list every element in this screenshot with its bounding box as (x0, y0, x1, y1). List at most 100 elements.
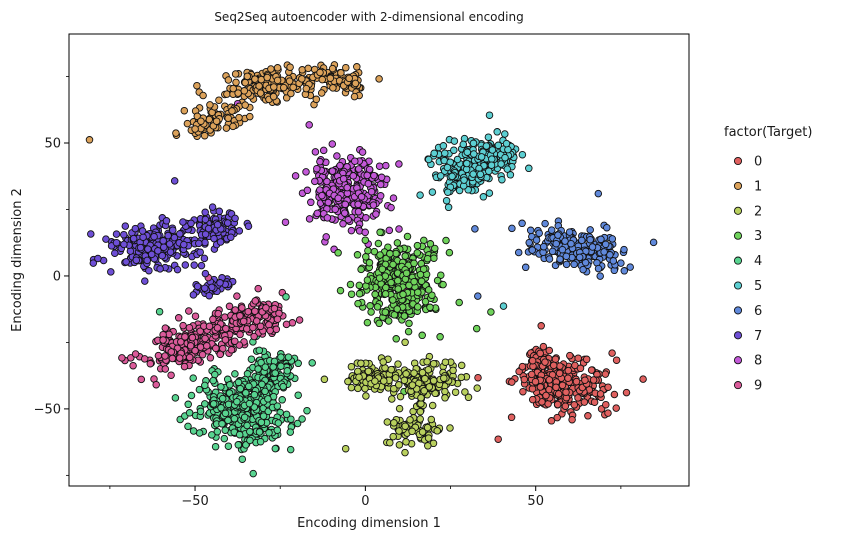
data-point-5 (518, 150, 527, 159)
data-point-9 (174, 314, 183, 322)
data-point-4 (236, 384, 245, 393)
data-point-0 (547, 417, 556, 425)
data-point-7 (201, 284, 209, 292)
data-point-9 (180, 362, 189, 371)
x-axis-label: Encoding dimension 1 (297, 516, 441, 531)
data-point-5 (470, 150, 478, 158)
data-point-9 (131, 350, 140, 358)
data-point-3 (405, 319, 413, 328)
data-point-3 (393, 239, 402, 247)
data-point-4 (245, 382, 253, 391)
data-point-2 (427, 415, 436, 424)
data-point-9 (231, 306, 239, 314)
data-point-0 (553, 400, 562, 409)
data-point-5 (499, 302, 508, 310)
data-point-4 (256, 437, 265, 446)
data-point-0 (555, 369, 564, 378)
data-point-7 (204, 224, 213, 233)
data-point-3 (433, 276, 442, 285)
data-point-2 (320, 375, 329, 384)
data-point-6 (556, 255, 564, 263)
data-point-3 (347, 290, 356, 298)
data-point-7 (205, 291, 213, 300)
data-point-1 (302, 84, 311, 93)
data-point-3 (401, 252, 409, 260)
data-point-3 (334, 249, 342, 257)
data-point-5 (444, 203, 453, 212)
data-point-9 (188, 333, 197, 342)
data-point-9 (203, 342, 211, 350)
data-point-8 (382, 161, 390, 170)
data-point-1 (212, 117, 221, 125)
data-point-4 (234, 378, 243, 387)
data-point-4 (287, 415, 295, 423)
data-point-2 (364, 367, 373, 376)
data-point-3 (442, 236, 450, 245)
data-point-3 (373, 303, 382, 311)
legend-title: factor(Target) (724, 125, 812, 140)
data-point-9 (146, 359, 155, 368)
data-point-5 (443, 163, 452, 172)
data-point-9 (212, 344, 220, 353)
data-point-1 (241, 101, 249, 109)
data-point-8 (281, 218, 290, 226)
data-point-1 (312, 95, 321, 104)
data-point-2 (395, 427, 403, 435)
data-point-4 (231, 370, 239, 378)
data-point-7 (193, 282, 202, 291)
data-point-7 (195, 239, 203, 248)
x-tick-label: 50 (527, 494, 544, 509)
data-point-3 (393, 305, 401, 313)
data-point-4 (201, 400, 209, 408)
data-point-7 (201, 238, 209, 247)
data-point-7 (231, 214, 239, 223)
data-point-3 (381, 308, 390, 316)
data-point-4 (243, 421, 251, 430)
data-point-9 (256, 322, 265, 331)
data-point-7 (141, 277, 149, 285)
data-point-2 (457, 361, 466, 370)
data-point-2 (395, 441, 404, 449)
data-point-9 (175, 354, 184, 362)
data-point-6 (608, 235, 617, 243)
data-point-7 (216, 279, 224, 287)
data-point-4 (184, 422, 192, 431)
data-point-5 (482, 142, 491, 150)
data-point-4 (303, 406, 311, 415)
data-point-5 (469, 170, 477, 178)
data-point-2 (402, 370, 410, 378)
data-point-4 (265, 429, 273, 437)
data-point-9 (221, 313, 229, 321)
data-point-7 (138, 227, 147, 235)
data-point-2 (424, 442, 432, 450)
data-point-3 (361, 236, 370, 244)
data-point-3 (392, 249, 400, 258)
data-point-5 (448, 172, 456, 181)
chart-title: Seq2Seq autoencoder with 2-dimensional e… (214, 10, 523, 24)
data-point-1 (326, 74, 335, 82)
data-point-6 (609, 257, 618, 265)
data-point-7 (139, 233, 147, 241)
data-point-9 (216, 350, 224, 359)
data-point-7 (179, 218, 187, 226)
data-point-0 (584, 412, 592, 420)
data-point-0 (570, 401, 579, 409)
data-point-9 (244, 307, 252, 316)
data-point-4 (269, 363, 277, 371)
data-point-9 (270, 304, 279, 313)
data-point-4 (264, 395, 272, 403)
data-point-3 (437, 271, 445, 279)
data-point-4 (211, 370, 219, 379)
data-point-8 (343, 183, 351, 192)
data-point-4 (283, 367, 292, 375)
data-point-6 (528, 246, 537, 254)
data-point-4 (208, 431, 216, 439)
legend-marker-9 (733, 381, 743, 390)
data-point-4 (255, 346, 264, 355)
data-point-7 (169, 226, 177, 234)
data-point-3 (430, 254, 438, 262)
data-point-0 (520, 375, 529, 384)
data-point-4 (218, 394, 227, 403)
data-point-7 (121, 222, 130, 230)
